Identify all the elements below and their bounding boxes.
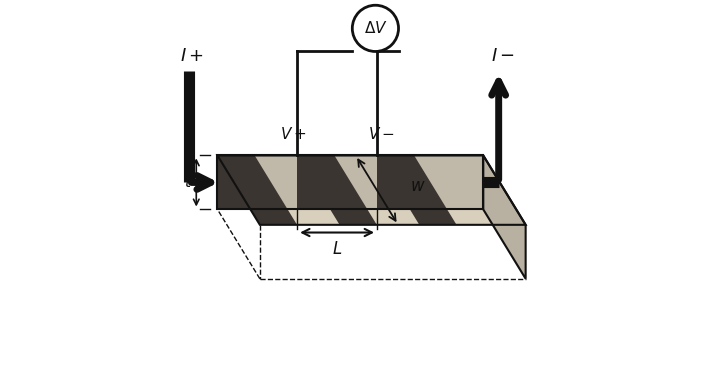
Text: $\Delta V$: $\Delta V$ [364,20,387,36]
Text: $I+$: $I+$ [181,47,204,65]
Text: $I-$: $I-$ [490,47,515,65]
Text: $V-$: $V-$ [367,126,394,142]
Polygon shape [217,156,526,225]
Polygon shape [217,156,297,225]
Polygon shape [377,156,414,210]
Text: $L$: $L$ [332,240,342,258]
Polygon shape [297,156,377,225]
Polygon shape [483,156,526,279]
Text: $V+$: $V+$ [280,126,307,142]
Circle shape [352,5,399,52]
Text: $w$: $w$ [410,177,426,195]
Polygon shape [217,156,255,210]
Polygon shape [377,156,456,225]
Text: $t$: $t$ [184,175,193,191]
Polygon shape [217,156,483,210]
Polygon shape [297,156,334,210]
